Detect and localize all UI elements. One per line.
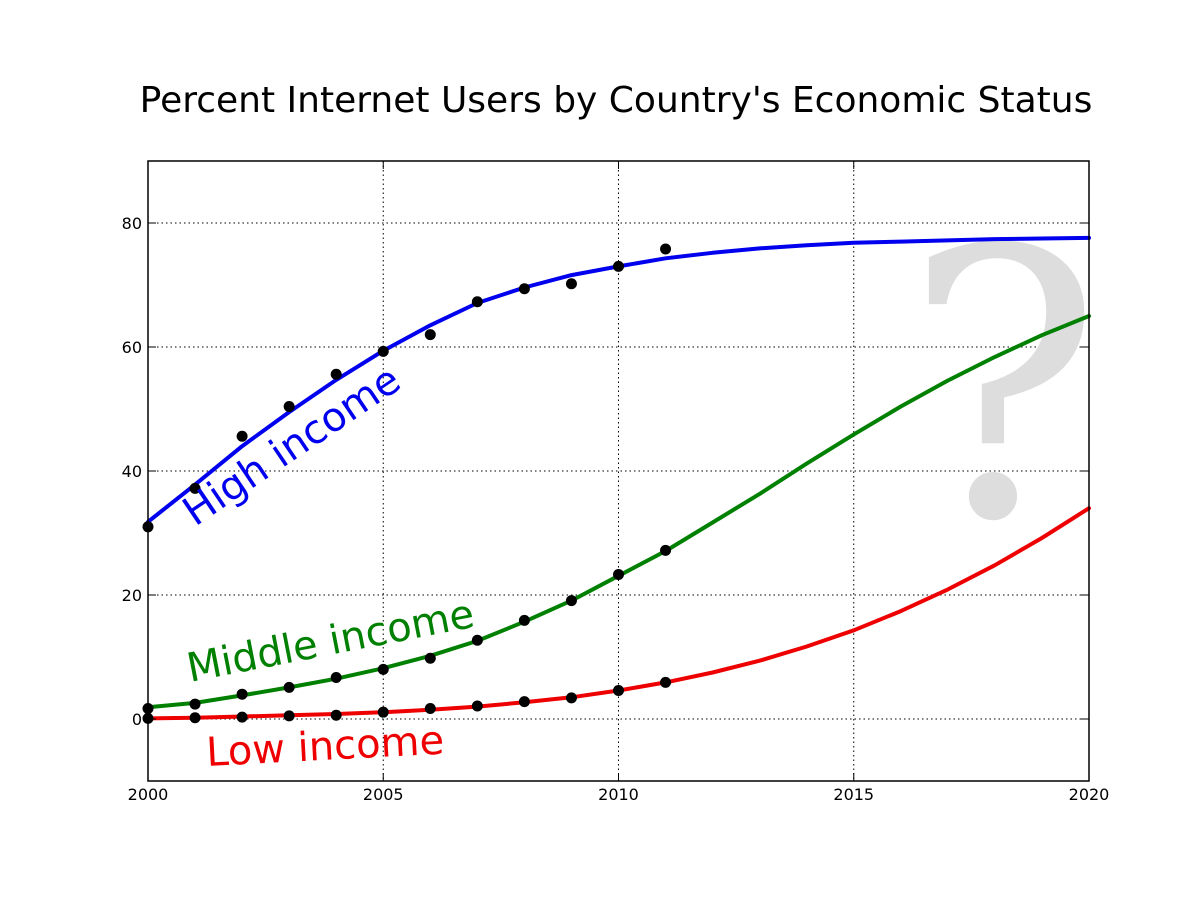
middle-income-data-point (613, 569, 624, 581)
chart-title: Percent Internet Users by Country's Econ… (139, 80, 1093, 121)
low-income-data-point (660, 676, 672, 688)
middle-income-data-point (424, 652, 436, 664)
y-tick-label: 20 (122, 586, 142, 605)
axis-ticks: 2000 2005 2010 2015 2020 0 20 40 60 80 (122, 161, 1110, 804)
y-tick-label: 80 (122, 214, 142, 233)
low-income-data-point (330, 709, 342, 721)
high-income-data-point (236, 430, 248, 442)
low-income-data-point (518, 696, 530, 708)
x-tick-label: 2020 (1069, 785, 1110, 804)
high-income-data-point (330, 368, 342, 380)
middle-income-data-point (660, 544, 672, 556)
low-income-data-point (613, 684, 624, 696)
middle-income-data-point (189, 698, 201, 710)
high-income-data-point (518, 283, 530, 295)
y-tick-label: 40 (122, 462, 142, 481)
x-tick-label: 2000 (128, 785, 169, 804)
middle-income-data-point (330, 671, 342, 683)
high-income-data-point (613, 260, 624, 272)
high-income-data-point (424, 329, 436, 341)
low-income-data-point (565, 692, 577, 704)
low-income-data-point (424, 702, 436, 714)
middle-income-data-point (283, 681, 295, 693)
low-income-data-point (377, 706, 389, 718)
high-income-data-point (189, 482, 201, 494)
high-income-data-point (283, 401, 295, 413)
middle-income-data-point (377, 663, 389, 675)
high-income-data-point (565, 278, 577, 290)
low-income-data-point (189, 712, 201, 724)
middle-income-data-point (518, 614, 530, 626)
low-income-data-point (471, 700, 483, 712)
x-tick-label: 2015 (833, 785, 874, 804)
high-income-data-point (660, 243, 672, 255)
middle-income-data-point (471, 634, 483, 646)
middle-income-data-point (236, 688, 248, 700)
x-tick-label: 2010 (598, 785, 639, 804)
low-income-data-point (236, 711, 248, 723)
high-income-data-point (377, 345, 389, 357)
high-income-data-point (471, 296, 483, 308)
low-income-data-point (283, 710, 295, 722)
y-tick-label: 60 (122, 338, 142, 357)
y-tick-label: 0 (132, 710, 142, 729)
x-tick-label: 2005 (363, 785, 404, 804)
middle-income-data-point (565, 595, 577, 607)
